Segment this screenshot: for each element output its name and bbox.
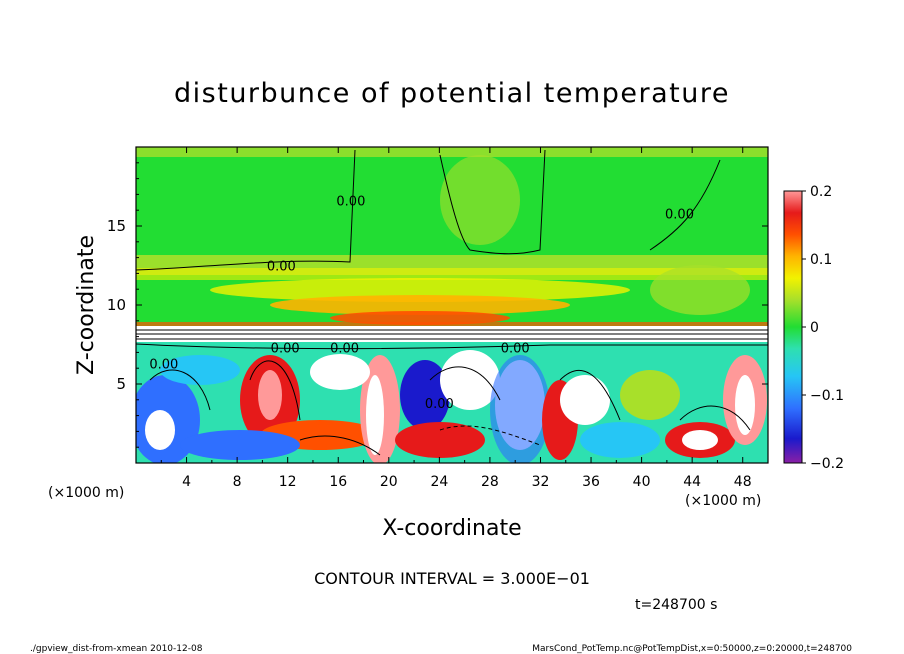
contour-lines [136, 149, 768, 456]
colorbar-tick-label: 0.1 [810, 252, 832, 268]
contour-label: 0.00 [425, 397, 454, 412]
y-axis-label: Z-coordinate [74, 235, 99, 375]
y-axis-unit: (×1000 m) [48, 485, 124, 501]
contour-label: 0.00 [336, 195, 365, 210]
colorbar-tick-label: 0 [810, 320, 819, 336]
colorbar-tick-label: −0.1 [810, 388, 844, 404]
contour-interval-text: CONTOUR INTERVAL = 3.000E−01 [314, 569, 590, 588]
y-tick-label: 10 [107, 296, 126, 314]
x-tick-label: 32 [532, 474, 550, 490]
contour-label: 0.00 [501, 342, 530, 357]
x-tick-label: 12 [279, 474, 297, 490]
x-axis-unit: (×1000 m) [685, 493, 761, 509]
x-tick-label: 4 [182, 474, 191, 490]
footer-left: ./gpview_dist-from-xmean 2010-12-08 [30, 644, 203, 654]
contour-label: 0.00 [665, 207, 694, 222]
x-tick-label: 36 [582, 474, 600, 490]
x-axis-label: X-coordinate [382, 516, 521, 541]
colorbar-tick-label: 0.2 [810, 184, 832, 200]
contour-label: 0.00 [271, 342, 300, 357]
x-tick-label: 8 [233, 474, 242, 490]
contour-label: 0.00 [330, 342, 359, 357]
chart-title: disturbunce of potential temperature [174, 78, 730, 109]
y-tick-label: 15 [107, 217, 126, 235]
colorbar [783, 190, 803, 464]
x-tick-label: 20 [380, 474, 398, 490]
plot-field [136, 147, 768, 463]
y-axis-ticks: 5 10 15 [107, 162, 768, 448]
contour-label: 0.00 [267, 260, 296, 275]
contour-labels: 0.00 0.00 0.00 0.00 0.00 0.00 0.00 0.00 [149, 195, 694, 412]
y-tick-label: 5 [116, 375, 126, 393]
time-text: t=248700 s [635, 597, 717, 613]
x-axis-ticks: 4 8 12 16 20 24 28 32 36 40 44 48 [160, 147, 752, 490]
footer-right: MarsCond_PotTemp.nc@PotTempDist,x=0:5000… [532, 644, 852, 654]
x-tick-label: 48 [734, 474, 752, 490]
colorbar-tick-label: −0.2 [810, 456, 844, 472]
x-tick-label: 28 [481, 474, 499, 490]
x-tick-label: 40 [633, 474, 651, 490]
x-tick-label: 24 [430, 474, 448, 490]
x-tick-label: 44 [683, 474, 701, 490]
colorbar-ticks: 0.2 0.1 0 −0.1 −0.2 [802, 184, 844, 472]
x-tick-label: 16 [329, 474, 347, 490]
contour-label: 0.00 [149, 357, 178, 372]
